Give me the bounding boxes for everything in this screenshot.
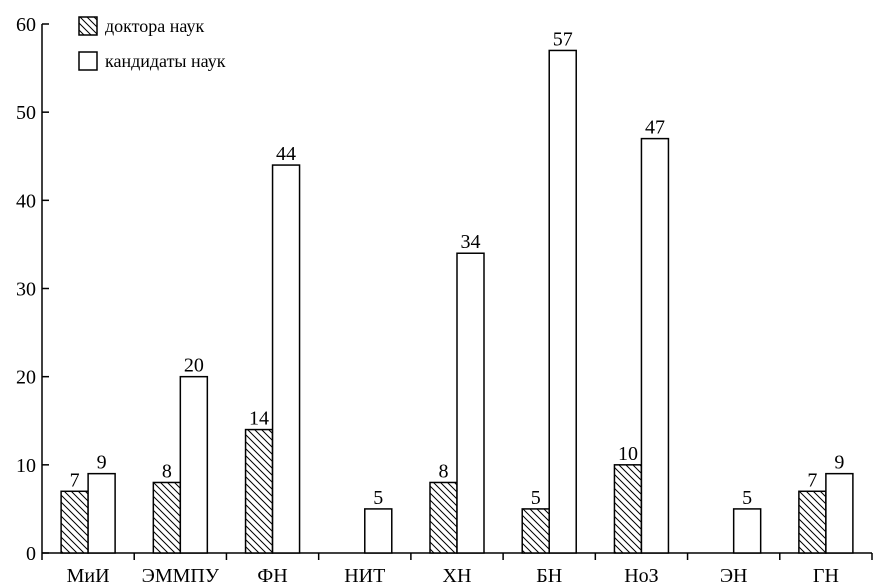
data-label: 9	[834, 452, 844, 474]
bar-candidates	[271, 164, 301, 554]
bar-doctors	[429, 481, 458, 554]
bar-doctors	[152, 481, 182, 554]
data-label: 44	[276, 143, 296, 165]
legend-swatch-doctors	[78, 16, 98, 36]
bar-candidates	[179, 375, 209, 554]
x-tick-label: МиИ	[67, 565, 110, 587]
data-label: 5	[373, 487, 383, 509]
x-tick-label: БН	[536, 565, 562, 587]
x-tick-label: ЭН	[720, 565, 748, 587]
y-tick-label: 50	[16, 102, 36, 124]
data-label: 34	[461, 231, 481, 253]
data-label: 47	[645, 117, 665, 139]
data-label: 14	[249, 408, 269, 430]
data-label: 7	[807, 469, 817, 491]
x-tick-label: НИТ	[344, 565, 385, 587]
bar-candidates	[456, 252, 485, 554]
bar-doctors	[60, 490, 89, 554]
x-tick-label: ХН	[443, 565, 472, 587]
x-tick-label: ФН	[257, 565, 287, 587]
bar-candidates	[825, 472, 854, 554]
legend-label: доктора наук	[105, 16, 204, 36]
x-tick-label: НоЗ	[624, 565, 658, 587]
data-label: 20	[184, 355, 204, 377]
bar-candidates	[640, 137, 670, 554]
data-label: 5	[742, 487, 752, 509]
bar-candidates	[548, 49, 577, 554]
legend: доктора наук кандидаты наук	[78, 16, 226, 71]
bar-doctors	[798, 490, 827, 554]
data-label: 9	[97, 452, 107, 474]
data-label: 8	[439, 460, 449, 482]
data-label: 10	[618, 443, 638, 465]
data-label: 8	[162, 460, 172, 482]
y-tick-label: 40	[16, 190, 36, 212]
y-tick-label: 30	[16, 279, 36, 301]
axes: 0 10 20 30 40 50 60 МиИ ЭММПУ ФН НИТ ХН БН НоЗ ЭН ГН	[16, 14, 873, 587]
bar-candidates	[732, 508, 762, 554]
data-label: 7	[70, 469, 80, 491]
y-tick-label: 0	[26, 543, 36, 565]
y-tick-label: 60	[16, 14, 36, 36]
bar-doctors	[244, 428, 274, 554]
bar-doctors	[521, 508, 550, 554]
data-label: 5	[531, 487, 541, 509]
legend-swatch-candidates	[78, 51, 98, 71]
bar-candidates	[87, 472, 116, 554]
bar-candidates	[364, 508, 393, 554]
x-tick-label: ЭММПУ	[142, 565, 220, 587]
x-tick-label: ГН	[813, 565, 839, 587]
bar-doctors	[613, 464, 643, 554]
y-tick-label: 10	[16, 455, 36, 477]
legend-label: кандидаты наук	[105, 51, 226, 71]
data-label: 57	[553, 28, 573, 50]
y-tick-label: 20	[16, 367, 36, 389]
